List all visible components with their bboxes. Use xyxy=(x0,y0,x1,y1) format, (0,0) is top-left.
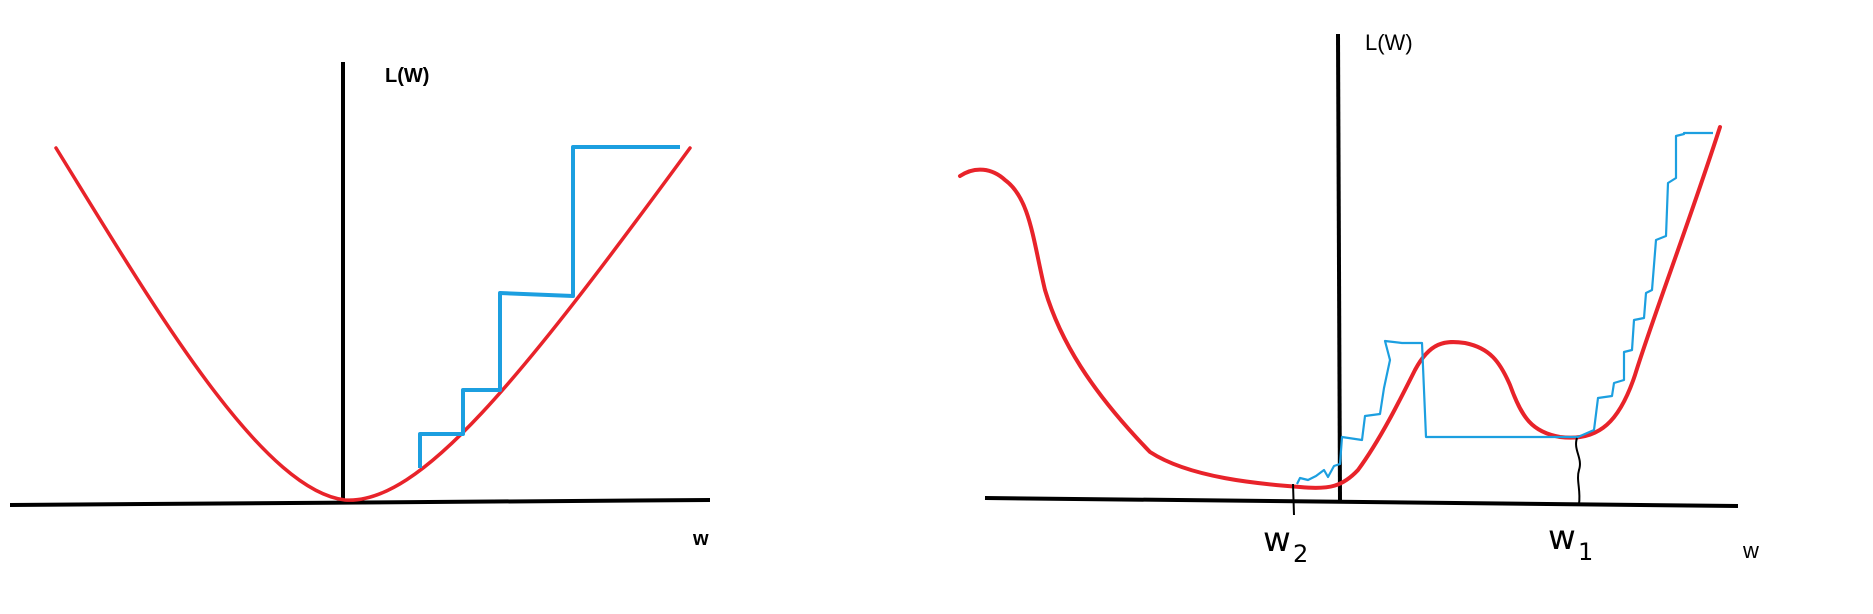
right-descent-steps xyxy=(1296,131,1713,485)
right-loss-curve xyxy=(958,125,1722,490)
left-x-axis-label: w xyxy=(692,528,709,550)
w1-label-sub: 1 xyxy=(1578,538,1593,566)
w2-label-base: w xyxy=(1263,520,1291,560)
w1-label: w 1 xyxy=(1548,518,1593,566)
left-y-axis-label: L(W) xyxy=(385,65,429,87)
left-descent-steps xyxy=(418,145,680,468)
left-x-axis xyxy=(9,498,711,507)
right-x-axis xyxy=(984,496,1739,508)
w2-label: w 2 xyxy=(1263,520,1308,568)
right-panel: L(W) w w 2 w 1 xyxy=(958,30,1759,568)
w1-marker-brace xyxy=(1575,437,1581,505)
right-y-axis-label: L(W) xyxy=(1365,30,1413,55)
right-y-axis xyxy=(1336,33,1342,503)
w2-label-sub: 2 xyxy=(1293,540,1308,568)
w1-label-base: w xyxy=(1548,518,1576,558)
right-x-axis-label: w xyxy=(1742,538,1759,563)
left-loss-curve xyxy=(54,146,692,502)
w2-marker-tick xyxy=(1292,483,1295,516)
left-panel: L(W) w xyxy=(9,62,711,550)
